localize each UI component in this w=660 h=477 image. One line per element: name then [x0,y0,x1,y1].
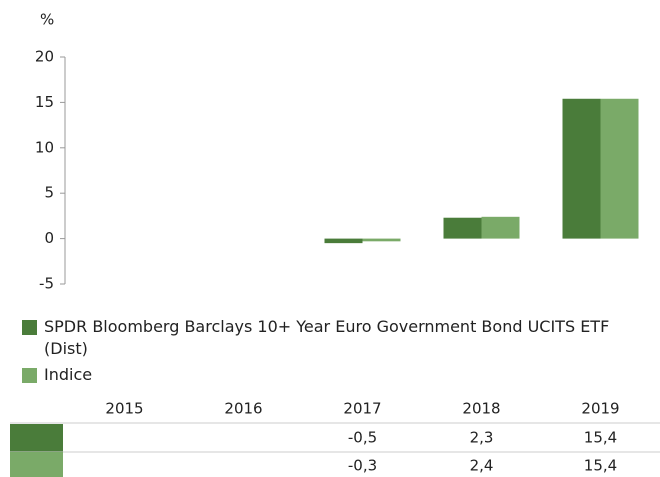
y-tick-label: 20 [35,48,54,66]
legend-swatch [22,320,37,335]
table-swatch [10,424,63,452]
bar [481,216,520,239]
bar [362,238,401,242]
y-axis-label: % [40,11,54,29]
table-value: -0,3 [348,457,377,475]
legend-item: Indice [22,364,658,386]
legend-label: SPDR Bloomberg Barclays 10+ Year Euro Go… [44,317,610,358]
legend-label: Indice [44,365,93,384]
table-value: -0,5 [348,429,377,447]
y-tick-label: 10 [35,138,54,156]
table-value: 2,3 [470,429,494,447]
bar [562,98,601,239]
bar [324,238,363,244]
table-swatch [10,452,63,477]
table-header: 2018 [462,400,500,418]
bar [443,217,482,239]
table-value: 15,4 [584,429,617,447]
legend-item: SPDR Bloomberg Barclays 10+ Year Euro Go… [22,316,658,360]
y-tick-label: -5 [39,275,54,293]
y-tick-label: 15 [35,93,54,111]
table-header: 2019 [581,400,619,418]
table-value: 2,4 [470,457,494,475]
y-tick-label: 0 [44,229,54,247]
table-value: 15,4 [584,457,617,475]
y-tick-label: 5 [44,184,54,202]
table-header: 2017 [343,400,381,418]
bar [600,98,639,239]
legend-swatch [22,368,37,383]
table-header: 2016 [224,400,262,418]
table-header: 2015 [105,400,143,418]
